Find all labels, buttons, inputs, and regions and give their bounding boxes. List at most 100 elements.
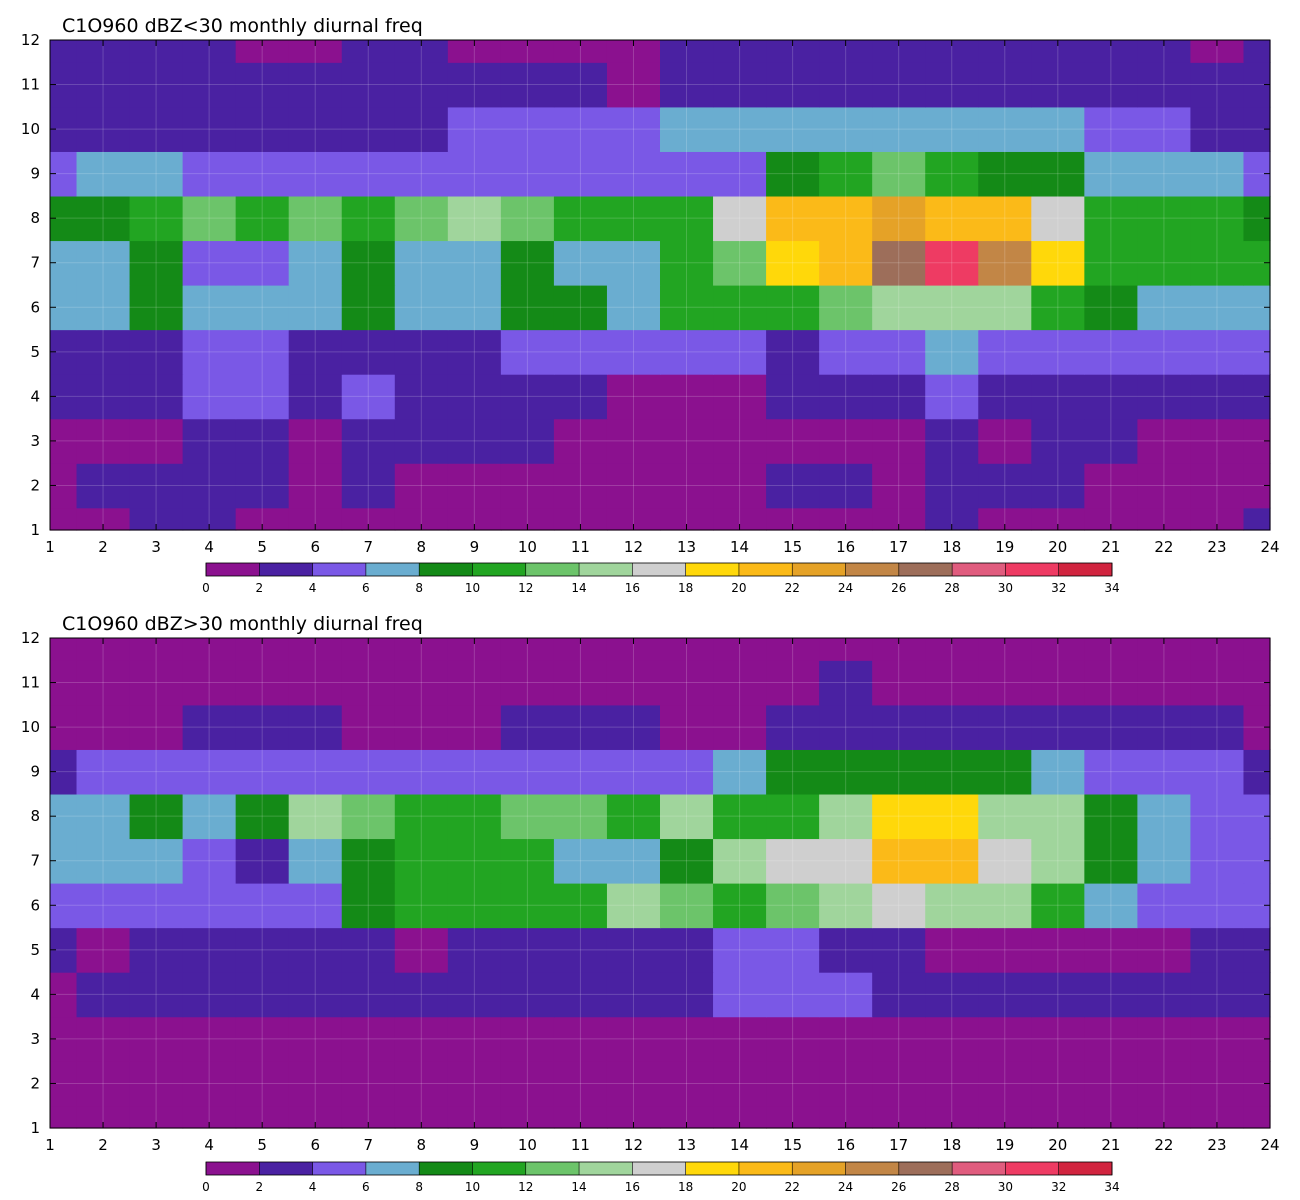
heatmap-cell [394,62,449,108]
y-tick-label: 8 [30,807,40,825]
colorbar-tick-label: 8 [415,581,423,595]
heatmap-cell [925,62,979,108]
heatmap-cell [500,151,555,197]
heatmap-cell [235,749,290,795]
colorbar-tick-label: 18 [678,1180,693,1194]
heatmap-cell [1190,106,1245,152]
heatmap-cell [1031,507,1085,531]
x-tick-label: 24 [1260,538,1279,556]
heatmap-cell [235,195,290,242]
heatmap-cell [447,1061,502,1107]
heatmap-cell [50,507,78,531]
heatmap-cell [129,793,184,840]
heatmap-cell [76,374,131,420]
heatmap-cell [925,40,979,63]
heatmap-cell [819,1061,873,1107]
heatmap-cell [766,883,820,929]
heatmap-cell [766,285,820,331]
heatmap-cell [447,927,502,973]
y-tick-label: 7 [30,254,40,272]
heatmap-cell [925,838,979,884]
heatmap-cell [553,329,608,375]
heatmap-cell [288,972,343,1018]
heatmap-cell [1031,329,1085,375]
heatmap-cell [819,749,873,795]
x-tick-label: 3 [151,1136,161,1154]
heatmap-cell [129,106,184,152]
colorbar-swatch [1005,563,1060,576]
heatmap-cell [447,40,502,63]
heatmap-cell [341,1061,396,1107]
colorbar-swatch [525,563,580,576]
heatmap-cell [129,660,184,706]
colorbar-tick-label: 14 [571,1180,586,1194]
heatmap-cell [925,106,979,152]
heatmap-cells [50,638,1271,1129]
heatmap-cell [1137,285,1192,331]
heatmap-cell [341,638,396,661]
heatmap-cell [978,793,1032,840]
heatmap-cell [925,463,979,509]
heatmap-cell [872,463,926,509]
heatmap-cell [182,240,237,286]
heatmap-cell [1137,1105,1192,1129]
colorbar-swatch [472,563,527,576]
heatmap-cell [925,660,979,706]
colorbar-tick-label: 4 [309,581,317,595]
heatmap-cell [500,285,555,331]
colorbar-swatch [632,563,687,576]
heatmap-cell [925,240,979,286]
heatmap-cell [500,62,555,108]
heatmap-cell [341,972,396,1018]
heatmap-cell [129,838,184,884]
heatmap-cell [606,793,661,840]
colorbar-swatch [898,1162,953,1175]
heatmap-cell [660,883,714,929]
x-tick-label: 20 [1048,538,1067,556]
heatmap-cell [394,883,449,929]
heatmap-cell [660,195,714,242]
colorbar-tick-label: 30 [998,1180,1013,1194]
colorbar-swatch [685,1162,740,1175]
colorbar-tick-label: 26 [891,1180,906,1194]
x-tick-label: 11 [571,538,590,556]
heatmap-cell [978,972,1032,1018]
heatmap-cell [500,418,555,464]
heatmap-cell [288,1061,343,1107]
heatmap-cell [129,374,184,420]
heatmap-cell [819,927,873,973]
heatmap-cell [978,927,1032,973]
heatmap-cell [606,285,661,331]
heatmap-cell [394,195,449,242]
heatmap-cell [500,793,555,840]
heatmap-cell [500,749,555,795]
heatmap-cell [925,418,979,464]
heatmap-cell [553,1105,608,1129]
x-tick-label: 5 [257,1136,267,1154]
heatmap-cell [129,463,184,509]
colorbar-tick-label: 10 [465,1180,480,1194]
heatmap-cell [766,838,820,884]
heatmap-cell [182,704,237,750]
heatmap-cell [978,195,1032,242]
heatmap-cell [1190,40,1245,63]
plot-frame [49,39,1271,531]
heatmap-cell [235,1105,290,1129]
heatmap-cell [1190,1061,1245,1107]
heatmap-cell [447,195,502,242]
heatmap-cell [1243,40,1271,63]
heatmap-cell [713,285,767,331]
heatmap-cell [872,1061,926,1107]
heatmap-cell [341,883,396,929]
heatmap-cell [1137,972,1192,1018]
heatmap-cell [1190,883,1245,929]
heatmap-cell [606,40,661,63]
heatmap-cell [288,838,343,884]
heatmap-cell [182,463,237,509]
heatmap-cell [766,749,820,795]
heatmap-cell [288,195,343,242]
heatmap-cell [182,106,237,152]
heatmap-cell [1031,1105,1085,1129]
grid [49,637,1271,1129]
